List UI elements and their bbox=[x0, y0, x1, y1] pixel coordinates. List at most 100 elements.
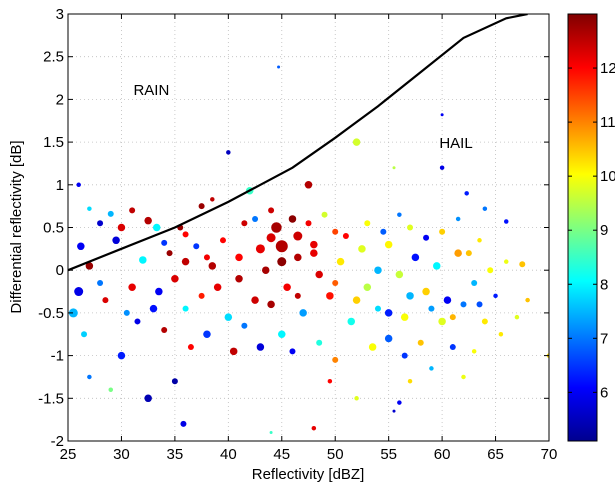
data-point bbox=[428, 305, 435, 312]
data-point bbox=[326, 292, 334, 300]
data-point bbox=[380, 228, 387, 235]
data-point bbox=[374, 266, 382, 274]
data-point bbox=[498, 332, 504, 337]
data-point bbox=[332, 280, 339, 287]
data-point bbox=[134, 318, 141, 325]
data-point bbox=[332, 356, 339, 363]
data-point bbox=[139, 256, 147, 264]
colorbar-ticks: 6 7 8 9 10 11 12 bbox=[568, 60, 615, 401]
data-point bbox=[210, 197, 215, 202]
data-point bbox=[392, 409, 396, 413]
colorbar-tick-label: 6 bbox=[600, 384, 608, 401]
data-point bbox=[440, 113, 444, 117]
data-point bbox=[81, 331, 88, 338]
data-point bbox=[267, 300, 275, 309]
data-point bbox=[181, 257, 190, 266]
data-point bbox=[461, 374, 466, 380]
grid-lines bbox=[68, 14, 549, 441]
data-point bbox=[108, 387, 114, 393]
data-point bbox=[423, 234, 430, 241]
data-point bbox=[411, 253, 420, 262]
data-point bbox=[229, 347, 238, 356]
data-point bbox=[299, 309, 307, 317]
x-tick-label: 55 bbox=[380, 446, 397, 463]
data-point bbox=[128, 283, 136, 292]
annotation-rain: RAIN bbox=[133, 82, 169, 99]
colorbar-tick-label: 7 bbox=[600, 330, 608, 347]
colorbar-tick-label: 9 bbox=[600, 222, 608, 239]
y-tick-label: -0.5 bbox=[38, 305, 64, 322]
data-point bbox=[198, 292, 205, 299]
data-point bbox=[102, 297, 109, 304]
data-point bbox=[482, 206, 488, 211]
data-point bbox=[203, 330, 211, 338]
data-point bbox=[241, 220, 248, 227]
data-point bbox=[226, 150, 231, 155]
data-point bbox=[439, 165, 445, 170]
colorbar-tick-label: 10 bbox=[600, 168, 615, 185]
data-point bbox=[514, 314, 520, 320]
data-point bbox=[332, 228, 339, 235]
data-point bbox=[503, 259, 509, 264]
data-point bbox=[171, 274, 179, 283]
data-point bbox=[294, 253, 302, 262]
data-point bbox=[401, 352, 408, 359]
data-point bbox=[352, 138, 361, 146]
data-point bbox=[358, 245, 366, 253]
data-point bbox=[525, 297, 530, 303]
data-point bbox=[252, 215, 259, 222]
data-point bbox=[161, 326, 168, 333]
data-point bbox=[384, 240, 393, 249]
data-point bbox=[397, 212, 402, 217]
data-point bbox=[481, 318, 488, 325]
data-point bbox=[155, 287, 163, 296]
data-point bbox=[68, 308, 78, 318]
data-point bbox=[321, 211, 328, 218]
data-point bbox=[304, 181, 313, 189]
colorbar bbox=[567, 13, 598, 442]
data-point bbox=[288, 215, 297, 223]
data-point bbox=[278, 330, 286, 338]
data-point bbox=[74, 287, 84, 297]
y-tick-label: 2.5 bbox=[43, 49, 64, 66]
y-tick-label: 0 bbox=[56, 262, 64, 279]
data-point bbox=[433, 262, 441, 270]
data-point bbox=[305, 220, 312, 227]
y-tick-label: 0.5 bbox=[43, 220, 64, 237]
data-point bbox=[97, 280, 104, 287]
data-point bbox=[293, 231, 303, 241]
data-point bbox=[429, 366, 434, 371]
data-point bbox=[256, 343, 265, 351]
y-tick-label: -2 bbox=[51, 433, 64, 450]
data-point bbox=[289, 348, 296, 355]
data-point bbox=[266, 233, 276, 243]
y-tick-label: 1 bbox=[56, 177, 64, 194]
data-point bbox=[224, 313, 233, 321]
data-point bbox=[255, 244, 265, 254]
data-point bbox=[87, 374, 92, 380]
data-point bbox=[352, 296, 361, 304]
x-tick-label: 70 bbox=[541, 446, 558, 463]
colorbar-tick-label: 8 bbox=[600, 276, 608, 293]
data-point bbox=[310, 240, 318, 249]
data-point bbox=[347, 317, 356, 326]
data-point bbox=[294, 292, 301, 299]
x-tick-label: 35 bbox=[167, 446, 184, 463]
data-point bbox=[471, 280, 478, 287]
data-point bbox=[144, 394, 152, 403]
data-point bbox=[465, 250, 472, 257]
data-point bbox=[268, 207, 275, 214]
data-point bbox=[477, 238, 482, 243]
x-tick-label: 50 bbox=[327, 446, 344, 463]
data-point bbox=[327, 378, 333, 384]
y-tick-label: -1 bbox=[51, 348, 64, 365]
data-point bbox=[187, 344, 194, 351]
data-point bbox=[397, 400, 402, 405]
data-point bbox=[112, 236, 120, 245]
data-point bbox=[316, 339, 323, 346]
data-point bbox=[449, 314, 456, 321]
data-point bbox=[198, 203, 205, 210]
data-point bbox=[219, 237, 226, 244]
data-point bbox=[364, 220, 371, 227]
